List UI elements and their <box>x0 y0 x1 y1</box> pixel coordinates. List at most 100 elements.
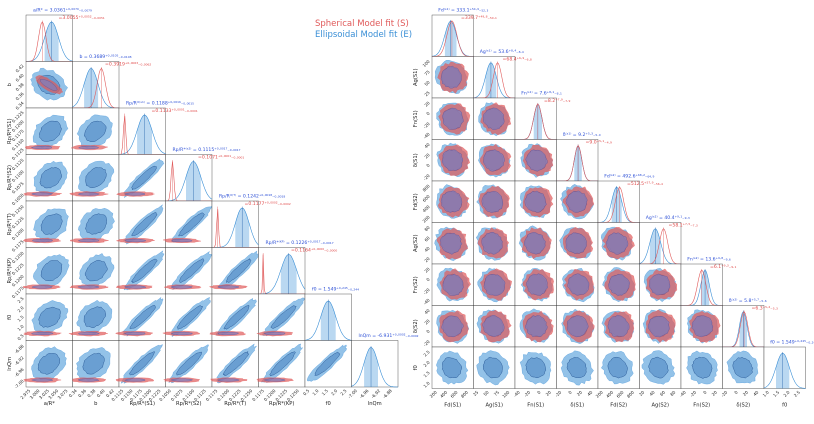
x-axis-label: Fn(S1) <box>527 403 544 409</box>
e-marginal-curve <box>72 68 119 109</box>
s-contour-inner <box>263 331 286 336</box>
x-axis-label: Fd(S2) <box>610 403 627 409</box>
panel-3-2 <box>116 154 166 202</box>
y-tick-label: 0.38 <box>15 82 25 92</box>
panel-frame <box>514 97 557 140</box>
y-tick-label: 20 <box>423 152 431 160</box>
x-tick-label: -40 <box>513 389 522 398</box>
y-tick-label: 2.5 <box>16 296 24 304</box>
s-contour-inner <box>525 149 548 172</box>
x-tick-label: 200 <box>595 389 604 398</box>
e-estimate-label: Fd⁽ˢ²⁾ = 492.6⁺⁶⁸·²₋₆₄.₉ <box>604 174 654 180</box>
y-axis-label: b <box>7 82 13 86</box>
e-estimate-label: a/R* = 3.0361⁺⁰·⁰⁰⁷⁹₋₀.₀₀₇₉ <box>33 8 92 14</box>
s-contour-inner <box>565 232 587 254</box>
s-contour-inner <box>440 232 463 255</box>
s-estimate-label: =3.0055⁺⁰·⁰⁰⁵²₋₀.₀₀₅₁ <box>59 15 105 21</box>
y-tick-label: 20 <box>423 256 431 264</box>
panel-6-3 <box>556 263 599 306</box>
x-tick-label: 400 <box>439 389 448 398</box>
panel-5-1 <box>473 222 516 265</box>
panel-5-4 <box>597 222 640 265</box>
y-axis-label: Rp/R*(KP) <box>7 258 13 283</box>
s-contour-inner <box>566 315 589 338</box>
panel-4-1 <box>70 200 120 248</box>
s-contour-inner <box>123 331 146 336</box>
y-tick-label: 40 <box>423 245 431 253</box>
y-tick-label: 20 <box>423 318 431 326</box>
x-tick-label: 40 <box>648 389 656 397</box>
y-tick-label: 400 <box>422 204 431 213</box>
e-contour-inner <box>38 306 61 328</box>
s-estimate-label: =9.0⁺⁵·¹₋₄.₉ <box>586 140 612 146</box>
y-tick-label: 40 <box>423 308 431 316</box>
s-contour-inner <box>567 273 590 296</box>
x-tick-label: -20 <box>689 389 698 398</box>
e-contour-inner <box>176 351 202 376</box>
panel-4-3 <box>162 200 214 248</box>
e-estimate-label: Rp/R*⁽ˢ¹⁾ = 0.1188⁺⁰·⁰⁰¹⁶₋₀.₀₀₁₅ <box>126 101 194 107</box>
s-contour-inner <box>691 315 714 338</box>
e-contour-inner <box>85 167 107 189</box>
panel-6-0 <box>431 263 474 306</box>
x-tick-label: 800 <box>626 389 635 398</box>
e-contour-inner <box>176 305 203 330</box>
panel-7-7: lnQm = -6.931⁺⁰·⁰⁰⁰²₋₀.₀₀₀₂ <box>351 333 419 388</box>
x-tick-label: 40 <box>752 389 760 397</box>
x-tick-label: 0.1250 <box>286 388 300 402</box>
panel-8-8: f0 = 1.549⁺⁰·²⁴⁵₋₀.₂₄₄ <box>763 340 814 389</box>
panel-8-6 <box>680 346 723 389</box>
x-axis-label: δ(S2) <box>736 403 750 409</box>
y-tick-label: -40 <box>422 297 431 306</box>
x-tick-label: 20 <box>576 389 584 397</box>
panel-6-2 <box>115 293 166 341</box>
s-contour-inner <box>483 149 505 172</box>
panel-0-0: a/R* = 3.0361⁺⁰·⁰⁰⁷⁹₋₀.₀₀₇₉=3.0055⁺⁰·⁰⁰⁵… <box>25 8 105 62</box>
s-contour-inner <box>77 378 100 382</box>
e-contour-outer <box>260 343 304 383</box>
e-contour-inner <box>525 357 547 379</box>
e-contour-inner <box>37 353 60 375</box>
panel-2-2: Rp/R*⁽ˢ¹⁾ = 0.1188⁺⁰·⁰⁰¹⁶₋₀.₀₀₁₅=0.1133⁺… <box>118 101 198 155</box>
y-tick-label: 2.0 <box>422 360 430 368</box>
e-contour-outer <box>686 350 718 385</box>
x-axis-label: Fd(S1) <box>444 403 461 409</box>
x-axis-label: a/R* <box>44 401 56 407</box>
panel-4-4: Fd⁽ˢ²⁾ = 492.6⁺⁶⁸·²₋₆₄.₉=512.5⁺⁵⁷·⁹₋₅₆.₄ <box>597 174 663 223</box>
e-contour-outer <box>262 297 305 337</box>
x-axis-label: Rp/R*(KP) <box>269 401 294 407</box>
s-contour-inner <box>78 331 100 336</box>
y-tick-label: 200 <box>422 214 431 223</box>
panel-3-2 <box>514 139 557 182</box>
y-tick-label: -6.92 <box>14 355 25 366</box>
x-axis-label: Rp/R*(S1) <box>130 401 155 407</box>
y-tick-label: 75 <box>423 69 431 77</box>
panel-6-4 <box>597 263 640 306</box>
x-tick-label: 50 <box>482 389 490 397</box>
panel-4-1 <box>473 180 516 223</box>
y-axis-label: Rp/R*(S2) <box>7 165 13 190</box>
y-tick-label: 2.5 <box>422 349 430 357</box>
x-tick-label: 0 <box>733 389 739 395</box>
y-tick-label: 2.0 <box>16 305 24 313</box>
e-contour-outer <box>519 352 552 385</box>
y-axis-label: Rp/R*(S1) <box>7 119 13 144</box>
s-estimate-label: =339.7⁺⁴⁹·⁸₋₅₀.₁ <box>461 15 497 21</box>
x-tick-label: 1.0 <box>762 389 770 397</box>
left-corner-plot: a/R* = 3.0361⁺⁰·⁰⁰⁷⁹₋₀.₀₀₇₉=3.0055⁺⁰·⁰⁰⁵… <box>7 8 419 408</box>
y-tick-label: 1.0 <box>422 380 430 388</box>
e-marginal-curve <box>431 20 474 57</box>
e-contour-inner <box>40 260 63 282</box>
x-tick-label: 2.5 <box>339 388 347 396</box>
x-tick-label: 0.38 <box>86 388 96 398</box>
s-contour-inner <box>31 378 54 382</box>
e-contour-inner <box>226 258 252 283</box>
e-contour-inner <box>83 306 107 328</box>
x-tick-label: 600 <box>449 389 458 398</box>
panel-7-0 <box>23 340 73 388</box>
panel-7-1 <box>71 340 120 388</box>
s-contour-inner <box>483 107 505 130</box>
e-contour-inner <box>131 258 158 284</box>
y-tick-label: -20 <box>422 339 431 348</box>
panel-frame <box>351 340 399 388</box>
